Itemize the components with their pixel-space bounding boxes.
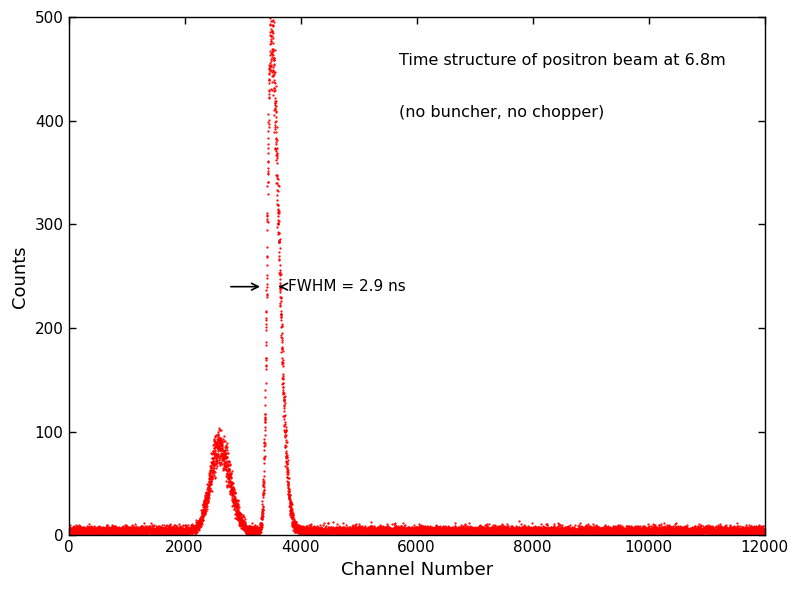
Text: Time structure of positron beam at 6.8m: Time structure of positron beam at 6.8m	[399, 54, 726, 68]
Y-axis label: Counts: Counts	[11, 245, 29, 307]
Text: (no buncher, no chopper): (no buncher, no chopper)	[399, 105, 605, 120]
Text: FWHM = 2.9 ns: FWHM = 2.9 ns	[288, 279, 406, 294]
X-axis label: Channel Number: Channel Number	[341, 561, 493, 579]
